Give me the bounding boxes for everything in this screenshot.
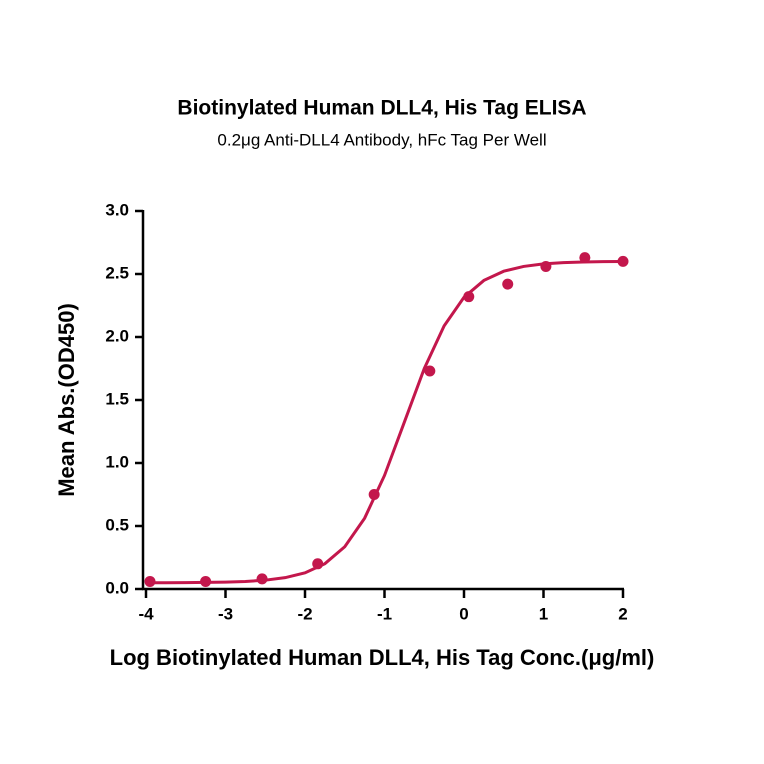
x-axis-label: Log Biotinylated Human DLL4, His Tag Con… <box>110 645 655 670</box>
data-point <box>312 558 324 570</box>
data-point <box>368 489 380 500</box>
data-point <box>579 252 591 264</box>
y-axis-label: Mean Abs.(OD450) <box>54 303 79 497</box>
data-point <box>502 278 514 290</box>
data-point <box>144 575 156 587</box>
data-point <box>256 573 268 585</box>
chart-title: Biotinylated Human DLL4, His Tag ELISA <box>177 97 586 120</box>
x-tick-label: -4 <box>138 604 154 623</box>
data-point <box>463 291 475 303</box>
data-point <box>424 365 436 377</box>
fit-curve <box>146 260 624 585</box>
data-point <box>617 255 629 267</box>
y-tick-label: 3.0 <box>105 200 129 219</box>
y-tick-label: 2.5 <box>105 263 129 282</box>
data-point <box>200 575 212 587</box>
chart-subtitle: 0.2μg Anti-DLL4 Antibody, hFc Tag Per We… <box>217 130 546 149</box>
x-tick-label: -2 <box>297 604 312 623</box>
x-tick-label: 2 <box>618 604 627 623</box>
x-tick-label: 1 <box>539 604 548 623</box>
y-tick-label: 1.5 <box>105 389 129 408</box>
data-point <box>540 260 552 272</box>
y-tick-label: 0.0 <box>105 578 129 597</box>
x-tick-label: -3 <box>218 604 233 623</box>
x-tick-label: -1 <box>377 604 392 623</box>
y-tick-label: 0.5 <box>105 515 129 534</box>
y-tick-label: 1.0 <box>105 452 129 471</box>
y-tick-label: 2.0 <box>105 326 129 345</box>
x-tick-label: 0 <box>459 604 468 623</box>
